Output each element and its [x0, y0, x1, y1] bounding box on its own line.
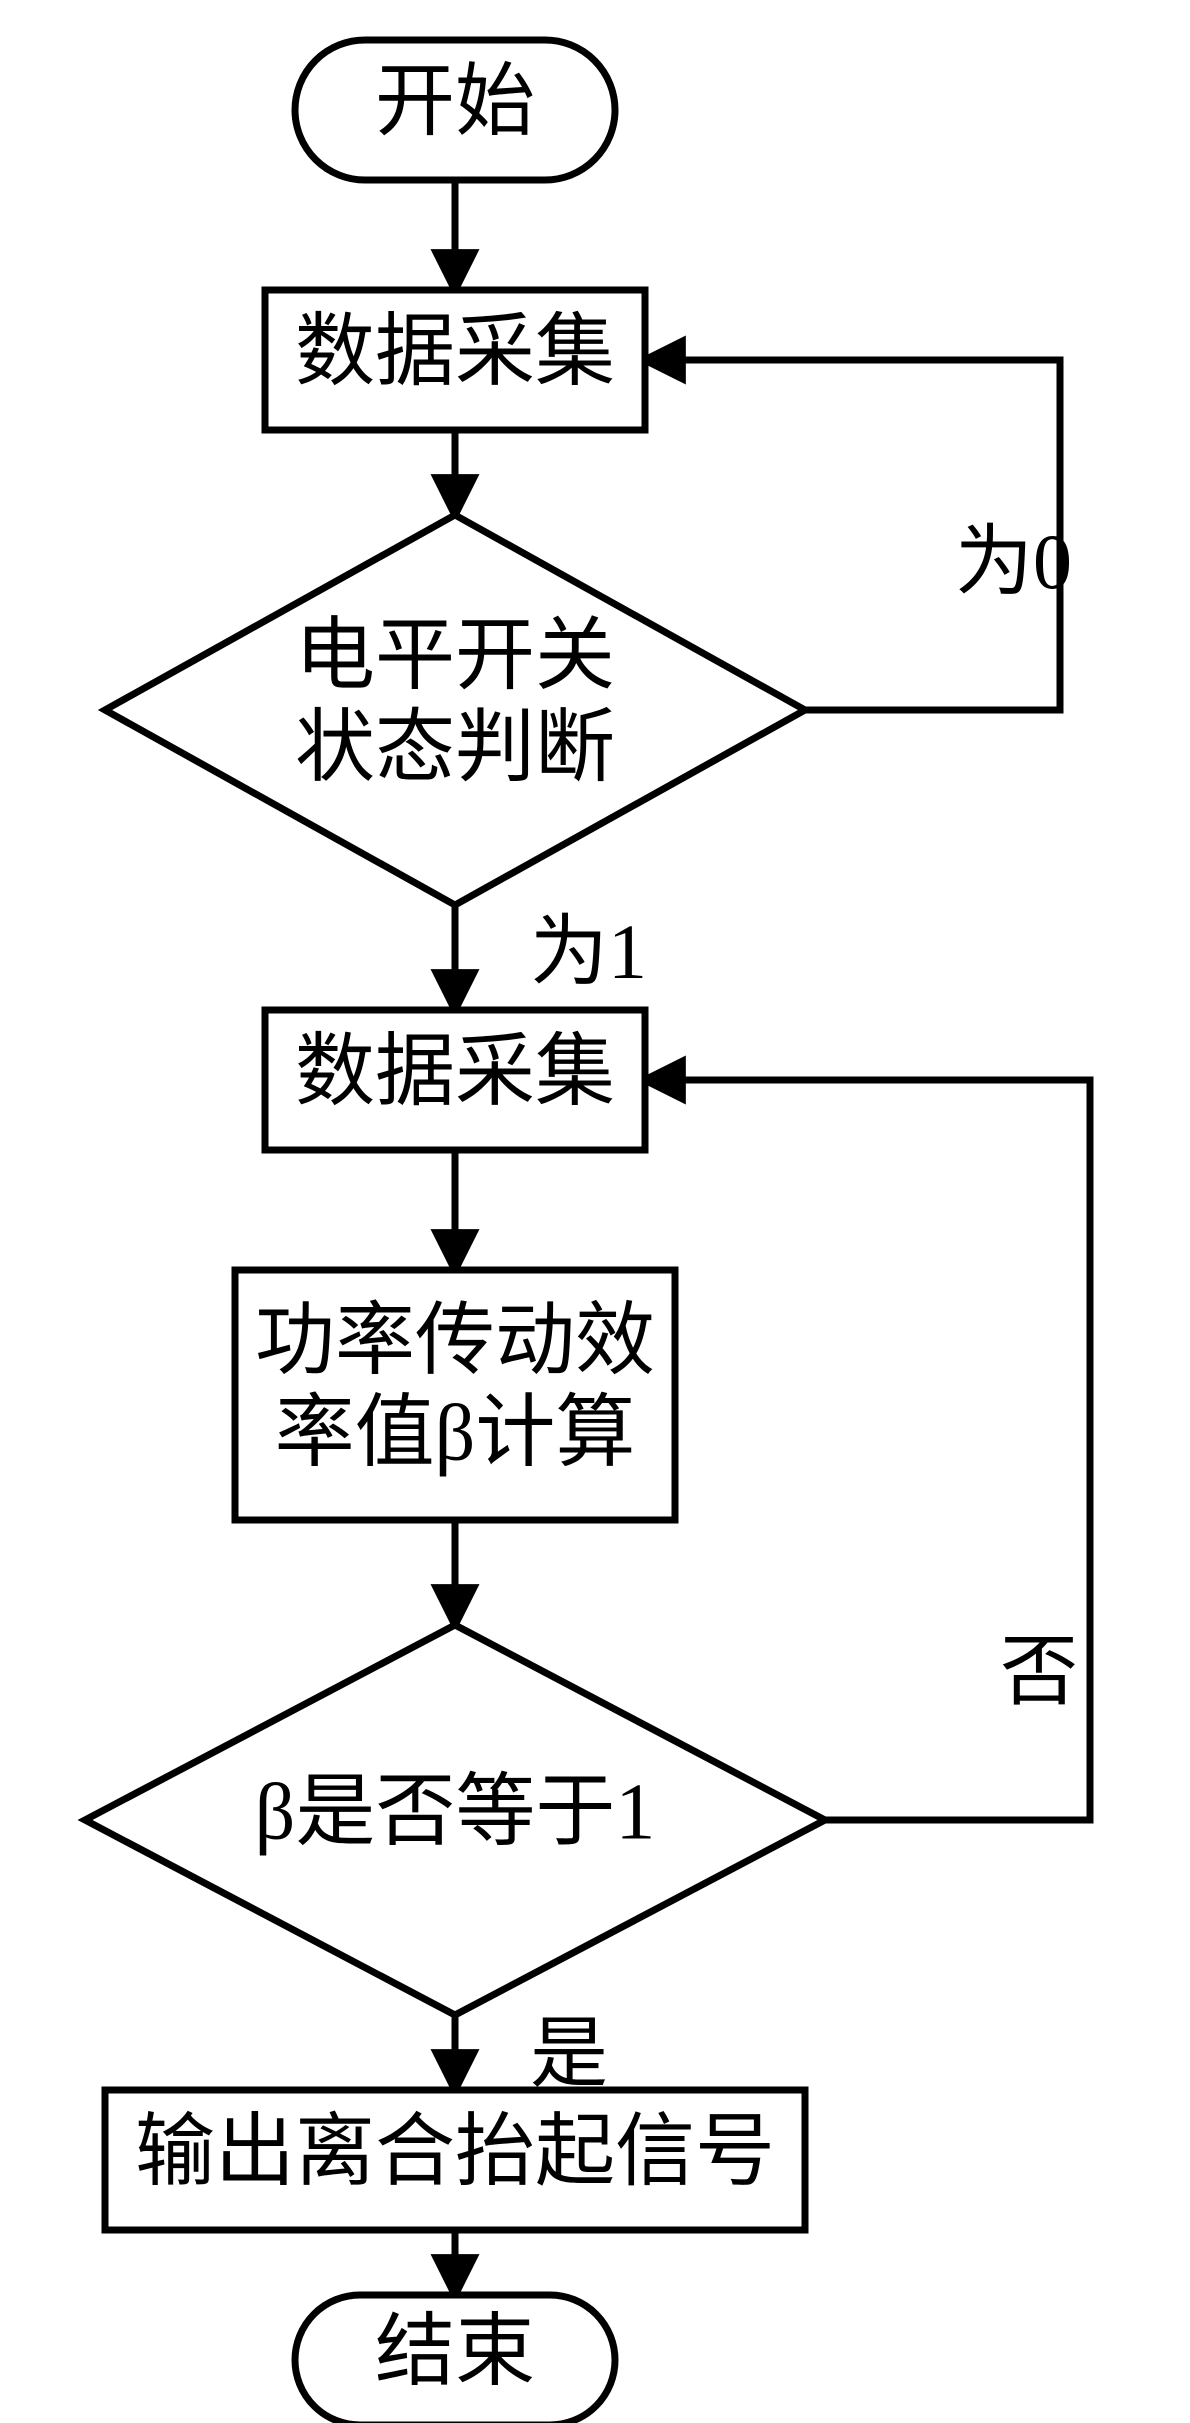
node-end-text: 结束 — [375, 2308, 535, 2396]
node-calc-text-1: 率值β计算 — [275, 1389, 636, 1477]
e-dec2-out-label: 是 — [530, 2010, 608, 2097]
e-dec1-dc2-label: 为1 — [530, 908, 647, 995]
node-dec2: β是否等于1 — [85, 1625, 825, 2015]
node-out-text: 输出离合抬起信号 — [135, 2108, 775, 2196]
node-start-text: 开始 — [375, 58, 535, 146]
node-start: 开始 — [295, 40, 615, 180]
e-dec2-dc2-label: 否 — [1000, 1628, 1078, 1715]
node-dec2-text: β是否等于1 — [255, 1768, 656, 1856]
node-calc: 功率传动效率值β计算 — [235, 1270, 675, 1520]
edges-layer: 为1 是 为0 否 — [455, 180, 1090, 2295]
e-dec1-dc1-label: 为0 — [955, 518, 1072, 605]
node-calc-text-0: 功率传动效 — [255, 1297, 655, 1385]
node-dc2: 数据采集 — [265, 1010, 645, 1150]
node-dec1-text-0: 电平开关 — [295, 612, 615, 700]
node-dc2-text: 数据采集 — [295, 1028, 615, 1116]
node-end: 结束 — [295, 2295, 615, 2423]
node-dc1: 数据采集 — [265, 290, 645, 430]
node-dec1-text-1: 状态判断 — [295, 704, 615, 792]
node-out: 输出离合抬起信号 — [105, 2090, 805, 2230]
node-dec1: 电平开关状态判断 — [105, 515, 805, 905]
node-dc1-text: 数据采集 — [295, 308, 615, 396]
